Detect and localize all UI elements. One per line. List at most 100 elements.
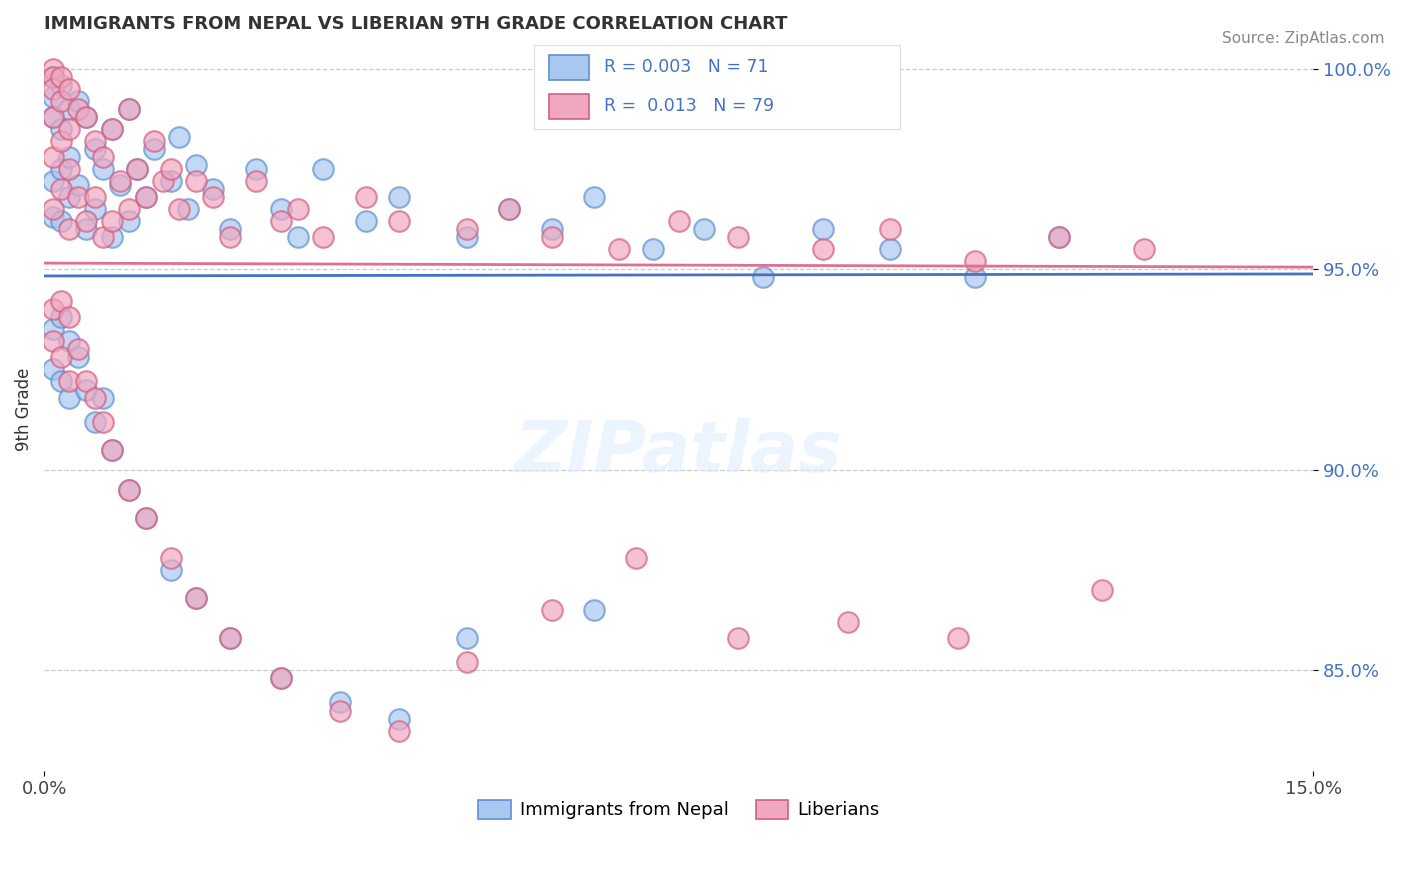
Point: [245, 161, 267, 176]
Point: [58, 190, 80, 204]
Point: [354, 190, 377, 204]
Point: [388, 712, 411, 726]
Point: [456, 632, 478, 646]
Point: [1049, 230, 1071, 244]
Point: [160, 551, 183, 566]
Point: [456, 656, 478, 670]
Point: [75, 375, 97, 389]
Point: [66, 178, 89, 192]
Text: ZIPatlas: ZIPatlas: [515, 418, 842, 487]
Text: Source: ZipAtlas.com: Source: ZipAtlas.com: [1222, 31, 1385, 46]
Point: [143, 142, 166, 156]
Point: [66, 190, 89, 204]
Point: [879, 222, 901, 236]
Point: [41, 362, 63, 376]
Point: [135, 511, 157, 525]
Point: [110, 178, 132, 192]
Point: [811, 222, 834, 236]
Point: [58, 81, 80, 95]
Point: [75, 110, 97, 124]
Point: [58, 150, 80, 164]
Point: [160, 563, 183, 577]
Point: [101, 214, 124, 228]
Point: [202, 190, 225, 204]
Point: [1049, 230, 1071, 244]
Point: [49, 70, 72, 84]
Point: [498, 202, 520, 216]
Point: [169, 202, 191, 216]
Point: [143, 134, 166, 148]
Point: [127, 161, 149, 176]
Point: [186, 591, 208, 606]
Point: [752, 270, 775, 285]
Point: [49, 161, 72, 176]
Point: [135, 511, 157, 525]
Point: [135, 190, 157, 204]
Point: [879, 242, 901, 256]
Text: R = 0.003   N = 71: R = 0.003 N = 71: [603, 59, 768, 77]
Point: [329, 696, 352, 710]
Point: [118, 202, 141, 216]
Point: [49, 375, 72, 389]
Point: [91, 150, 114, 164]
Point: [693, 222, 716, 236]
Point: [583, 190, 606, 204]
Point: [41, 62, 63, 76]
Point: [41, 110, 63, 124]
Point: [186, 174, 208, 188]
Point: [270, 202, 292, 216]
Point: [58, 310, 80, 325]
Point: [91, 415, 114, 429]
Y-axis label: 9th Grade: 9th Grade: [15, 368, 32, 451]
Point: [49, 182, 72, 196]
Point: [245, 174, 267, 188]
Point: [118, 102, 141, 116]
Point: [287, 230, 309, 244]
Point: [270, 672, 292, 686]
Point: [388, 190, 411, 204]
Point: [219, 230, 242, 244]
Point: [668, 214, 690, 228]
Point: [66, 343, 89, 357]
Point: [49, 78, 72, 92]
Point: [152, 174, 174, 188]
Point: [177, 202, 200, 216]
Point: [388, 723, 411, 738]
Point: [91, 391, 114, 405]
Point: [540, 222, 562, 236]
Point: [49, 351, 72, 365]
Point: [66, 102, 89, 116]
Point: [388, 214, 411, 228]
Point: [160, 174, 183, 188]
Point: [312, 161, 335, 176]
Point: [41, 150, 63, 164]
Point: [101, 230, 124, 244]
Point: [540, 603, 562, 617]
Point: [91, 161, 114, 176]
Point: [963, 254, 986, 268]
Point: [169, 129, 191, 144]
Point: [58, 121, 80, 136]
Point: [49, 121, 72, 136]
Point: [49, 294, 72, 309]
Point: [49, 94, 72, 108]
Point: [583, 603, 606, 617]
Point: [540, 230, 562, 244]
Point: [946, 632, 969, 646]
Point: [202, 182, 225, 196]
Point: [186, 591, 208, 606]
Point: [456, 222, 478, 236]
Point: [58, 102, 80, 116]
Point: [110, 174, 132, 188]
Point: [329, 704, 352, 718]
Point: [41, 202, 63, 216]
Point: [41, 70, 63, 84]
Point: [219, 632, 242, 646]
Point: [270, 214, 292, 228]
Point: [101, 442, 124, 457]
Point: [135, 190, 157, 204]
Point: [727, 632, 749, 646]
Point: [101, 442, 124, 457]
Point: [83, 415, 105, 429]
Point: [49, 310, 72, 325]
